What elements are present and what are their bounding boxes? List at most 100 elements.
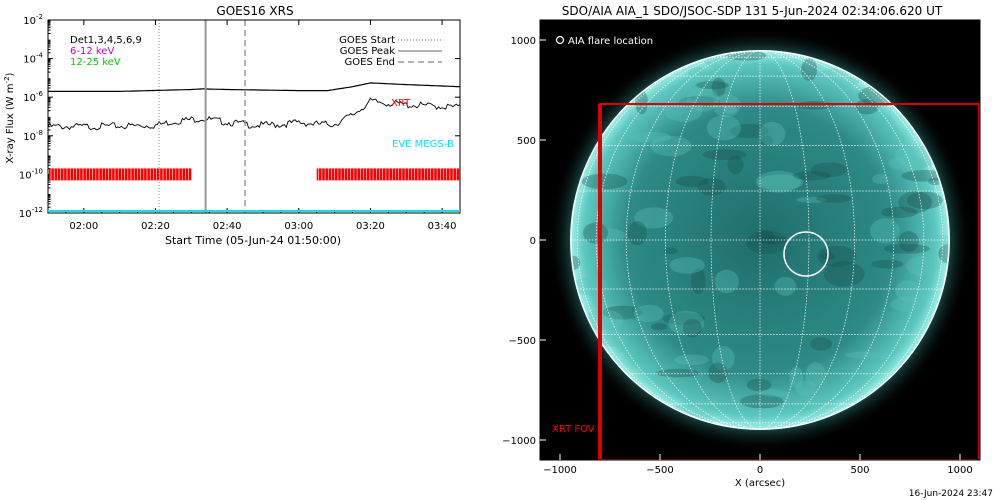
flare-location-circle (783, 231, 829, 277)
disk-feature (695, 81, 730, 90)
disk-feature (656, 368, 700, 378)
aia-x-tick-label: 1000 (947, 465, 972, 476)
aia-y-tick-label: 1000 (511, 36, 536, 47)
disk-feature (796, 196, 827, 203)
y-tick-label: 10-6 (23, 90, 43, 104)
x-tick-label: 02:00 (69, 221, 98, 232)
disk-feature (711, 77, 726, 98)
disk-feature (627, 221, 647, 246)
x-tick-label: 02:40 (213, 221, 242, 232)
x-tick-label: 03:20 (356, 221, 385, 232)
disk-feature (730, 123, 769, 139)
disk-feature (755, 170, 801, 193)
legend-goes-peak: GOES Peak (340, 46, 395, 57)
disk-feature (758, 121, 786, 147)
goes-x-label: Start Time (05-Jun-24 01:50:00) (165, 234, 341, 247)
disk-feature (888, 156, 928, 171)
disk-feature (669, 257, 706, 274)
disk-feature (712, 345, 735, 371)
disk-feature (664, 98, 703, 123)
disk-feature (895, 280, 923, 303)
eve-label: EVE MEGS-B (392, 139, 454, 150)
disk-feature (810, 162, 848, 178)
disk-feature (706, 115, 741, 141)
disk-feature (801, 58, 818, 81)
aia-image-panel: SDO/AIA AIA_1 SDO/JSOC-SDP 131 5-Jun-202… (502, 4, 993, 499)
disk-feature (727, 155, 744, 174)
longitude-line (576, 50, 761, 430)
disk-feature (712, 93, 741, 118)
disk-feature (581, 173, 628, 190)
disk-feature (805, 362, 826, 387)
disk-feature (881, 206, 918, 218)
disk-feature (739, 394, 784, 409)
disk-feature (682, 318, 702, 338)
disk-feature (690, 268, 706, 294)
disk-feature (795, 101, 835, 110)
disk-feature (602, 305, 643, 320)
aia-x-tick-label: −1000 (543, 465, 577, 476)
aia-y-tick-label: −500 (509, 336, 536, 347)
disk-feature (901, 170, 948, 182)
y-tick-label: 10-4 (23, 52, 43, 66)
goes-flux-curves (47, 82, 461, 131)
y-tick-label: 10-10 (19, 167, 43, 181)
disk-feature (761, 236, 789, 245)
goes-y-label: X-ray Flux (W m-2) (3, 72, 16, 163)
aia-y-tick-label: −1000 (502, 436, 536, 447)
y-tick-label: 10-8 (23, 129, 43, 143)
disk-feature (817, 245, 857, 267)
heliographic-grid (570, 50, 950, 430)
disk-feature (809, 337, 833, 351)
longitude-line (595, 50, 761, 430)
disk-feature (883, 243, 930, 254)
longitude-line (759, 50, 895, 430)
disk-feature (906, 191, 943, 210)
aia-title: SDO/AIA AIA_1 SDO/JSOC-SDP 131 5-Jun-202… (562, 4, 943, 18)
longitude-line (759, 50, 855, 430)
longitude-line (665, 50, 761, 430)
disk-feature (760, 389, 788, 397)
solar-limb (570, 50, 950, 430)
disk-feature (823, 261, 865, 287)
disk-feature (629, 131, 672, 143)
disk-feature (675, 175, 709, 187)
disk-feature (686, 87, 720, 112)
aia-y-tick-label: 0 (530, 236, 536, 247)
disk-feature (844, 351, 889, 359)
disk-feature (723, 105, 737, 114)
disk-feature (635, 90, 648, 115)
legend-12-25-kev: 12-25 keV (70, 57, 121, 68)
disk-feature (890, 297, 926, 312)
longitude-line (759, 50, 944, 430)
goes-y-axis: 10-12 10-10 10-8 10-6 10-4 10-2 (19, 13, 460, 220)
x-tick-label: 03:40 (428, 221, 457, 232)
disk-feature (650, 323, 668, 331)
disk-feature (898, 231, 919, 252)
disk-feature (582, 309, 624, 331)
flare-legend-label: AIA flare location (568, 36, 653, 47)
disk-feature (668, 310, 705, 336)
legend-goes-start: GOES Start (339, 35, 395, 46)
disk-feature (663, 247, 678, 255)
disk-feature (650, 135, 692, 157)
goes-xrs-plot: GOES16 XRS 10-12 10-10 10-8 10-6 10-4 10-2 02… (3, 4, 461, 247)
disk-feature (580, 228, 626, 243)
disk-feature (674, 354, 709, 366)
disk-feature (582, 222, 609, 244)
y-tick-label: 10-2 (23, 13, 43, 27)
disk-feature (872, 174, 889, 185)
goes-plot-title: GOES16 XRS (216, 4, 293, 18)
disk-feature (760, 135, 774, 147)
disk-feature (871, 259, 904, 269)
flux-curve-short (47, 97, 461, 131)
disk-feature (870, 218, 900, 244)
xrt-fov-label: XRT FOV (552, 424, 595, 435)
disk-feature (714, 269, 739, 294)
y-tick-label: 10-12 (19, 206, 43, 220)
disk-feature (596, 333, 629, 347)
xrt-coverage-bars (49, 168, 460, 181)
longitude-line (625, 50, 761, 430)
aia-x-tick-label: −500 (646, 465, 673, 476)
